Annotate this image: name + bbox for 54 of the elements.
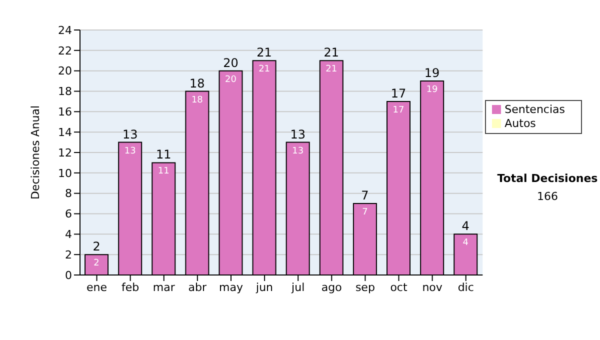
y-tick-label: 16 [58,106,72,119]
total-label: 21 [256,46,272,60]
y-tick-label: 10 [58,166,72,180]
total-label: 18 [190,76,205,90]
y-axis-title: Decisiones Anual [28,105,42,200]
data-label: 21 [258,64,270,75]
x-tick-label: feb [122,280,140,294]
text: Total Decisiones [496,172,599,185]
y-tick-label: 2 [65,248,72,262]
y-tick-label: 8 [65,187,72,200]
legend-label: Autos [504,117,536,130]
y-tick-label: 6 [65,208,72,221]
total-label: 19 [424,66,440,80]
data-label: 20 [225,74,237,85]
total-label: 13 [122,127,138,142]
total-label: 17 [390,86,406,100]
x-tick-label: mar [152,280,176,294]
x-tick-label: sep [355,280,375,294]
y-tick-label: 20 [58,64,72,78]
total-label: 13 [290,127,306,142]
data-label: 21 [326,64,338,75]
text: 166 [536,190,559,203]
data-label: 4 [462,238,469,248]
data-label: 19 [426,85,438,96]
y-tick-label: 12 [58,146,72,160]
x-tick-label: abr [188,280,208,294]
y-tick-label: 22 [58,44,72,58]
legend-label: Sentencias [504,103,565,116]
x-tick-label: oct [390,280,408,294]
x-tick-label: ago [321,280,342,294]
data-label: 2 [94,258,100,269]
data-label: 18 [191,95,204,106]
x-tick-label: jul [290,280,305,294]
y-tick-label: 18 [58,85,72,98]
total-label: 2 [92,240,100,254]
total-label: 11 [156,148,172,162]
total-label: 21 [324,46,340,60]
x-tick-label: may [219,280,244,294]
x-tick-label: ene [86,280,108,294]
x-tick-label: dic [458,280,474,294]
y-tick-label: 14 [58,126,72,139]
data-label: 13 [124,146,136,156]
data-label: 17 [392,105,404,116]
data-label: 7 [362,208,368,218]
y-tick-label: 24 [58,24,72,37]
y-tick-label: 0 [65,268,72,282]
total-label: 7 [361,188,369,203]
data-label: 11 [158,166,170,177]
total-label: 20 [223,56,238,70]
data-label: 13 [292,146,304,156]
y-tick-label: 4 [65,228,72,242]
total-label: 4 [462,219,470,234]
x-tick-label: jun [255,280,274,294]
x-tick-label: nov [422,280,443,294]
